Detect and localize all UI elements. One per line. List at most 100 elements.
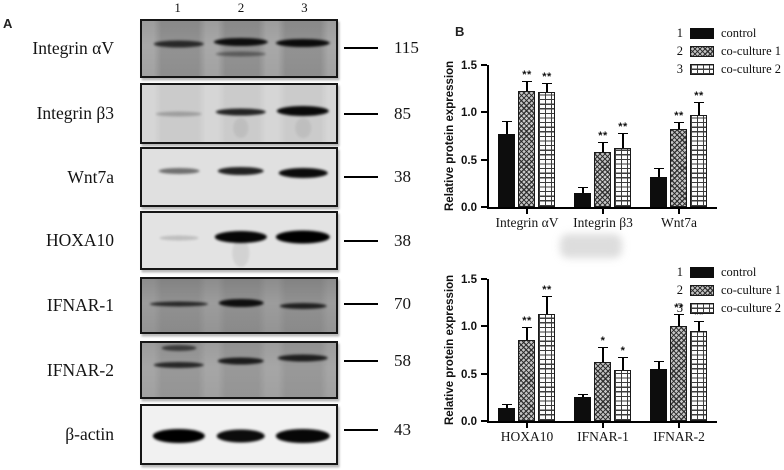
bar-control — [498, 134, 516, 207]
bar-with-error: ** — [538, 71, 556, 207]
blot-image — [140, 341, 338, 399]
significance-stars: ** — [542, 71, 552, 83]
bar-with-error — [574, 177, 592, 207]
bar-co-culture-2 — [614, 148, 632, 207]
lane-number-3: 3 — [301, 0, 308, 15]
error-bar — [577, 394, 588, 397]
bar-with-error: ** — [690, 310, 708, 421]
mw-marker-value: 85 — [394, 104, 411, 123]
bar-control — [650, 369, 668, 421]
category-label: Integrin αV — [495, 215, 559, 230]
bar-co-culture-1 — [518, 91, 536, 207]
y-axis-tick — [481, 111, 487, 114]
bar-chart-top: Relative protein expression 0.0 0.5 1.0 1.5… — [432, 18, 784, 253]
significance-stars: * — [620, 345, 626, 357]
x-axis-labels: HOXA10 IFNAR-1 IFNAR-2 — [489, 429, 717, 445]
mw-marker-value: 38 — [394, 167, 411, 186]
bar-with-error — [574, 384, 592, 421]
protein-label: Wnt7a — [67, 166, 114, 187]
panel-b-label: B — [455, 24, 465, 39]
bar-with-error: ** — [518, 315, 536, 421]
legend-swatch-control — [689, 28, 714, 39]
significance-stars: ** — [522, 315, 532, 327]
protein-band — [214, 231, 268, 244]
bar-with-error: ** — [594, 130, 612, 207]
error-bar — [501, 121, 512, 134]
protein-band — [275, 428, 331, 443]
mw-marker-value: 70 — [394, 294, 411, 313]
blot-row: HOXA10 38 — [0, 211, 440, 270]
blot-image — [140, 83, 338, 144]
legend-label: co-culture 1 — [720, 44, 781, 58]
blot-row: IFNAR-2 58 — [0, 341, 440, 399]
legend-entry: 2 co-culture 1 — [674, 44, 781, 59]
significance-stars: ** — [598, 130, 608, 142]
bar-group: ** ** — [489, 65, 565, 214]
legend-entry: 3 co-culture 2 — [674, 301, 781, 316]
mw-marker-value: 58 — [394, 351, 411, 370]
mw-marker-line — [344, 240, 378, 243]
y-axis-title: Relative protein expression — [444, 274, 456, 426]
legend-swatch-co-culture-1 — [689, 46, 714, 57]
bar-co-culture-1 — [670, 326, 688, 421]
bar-with-error: ** — [670, 302, 688, 421]
error-bar — [617, 357, 628, 370]
protein-band — [149, 301, 208, 307]
y-tick-label: 1.5 — [461, 274, 477, 286]
protein-band — [279, 302, 327, 309]
lane-number-2: 2 — [237, 0, 245, 15]
significance-stars: ** — [674, 302, 684, 314]
bar-co-culture-2 — [538, 314, 556, 421]
bar-with-error: ** — [690, 91, 708, 207]
legend-label: co-culture 2 — [720, 301, 781, 315]
category-label: IFNAR-1 — [577, 429, 629, 444]
panel-a-label: A — [3, 16, 13, 31]
y-axis-tick — [481, 64, 487, 66]
y-tick-label: 0.0 — [461, 202, 477, 214]
error-bar — [541, 296, 552, 314]
legend-swatch-co-culture-2 — [689, 303, 714, 314]
mw-marker-line — [344, 47, 378, 50]
protein-band — [217, 357, 265, 365]
legend-label: control — [720, 26, 757, 40]
error-bar — [693, 321, 704, 331]
protein-band — [158, 168, 200, 175]
x-axis-tick — [601, 423, 604, 428]
legend-swatch-control — [689, 267, 714, 278]
y-axis-tick — [481, 206, 487, 208]
blot-image — [140, 404, 338, 465]
bar-with-error — [498, 111, 516, 207]
y-tick-label: 1.0 — [461, 321, 477, 334]
lane-numbers: 1 2 3 — [140, 0, 338, 16]
legend-number: 3 — [676, 301, 683, 315]
mw-marker-line — [344, 360, 378, 363]
blot-row: β-actin 43 — [0, 404, 440, 465]
bar-with-error: ** — [518, 70, 536, 207]
protein-band — [276, 105, 330, 116]
x-axis-tick — [601, 209, 604, 214]
bar-chart-bottom: Relative protein expression 0.0 0.5 1.0 1.5… — [432, 232, 784, 467]
legend-entry: 3 co-culture 2 — [674, 62, 781, 77]
chart-legend: 1 control 2 co-culture 1 3 co-culture 2 — [674, 26, 781, 80]
protein-band — [218, 298, 264, 307]
blot-image — [140, 147, 338, 207]
bar-with-error — [650, 351, 668, 421]
protein-band — [217, 167, 265, 176]
bar-with-error — [498, 394, 516, 421]
protein-label: Integrin αV — [32, 38, 114, 58]
error-bar — [693, 102, 704, 115]
legend-label: co-culture 1 — [720, 283, 781, 297]
bar-co-culture-1 — [518, 340, 536, 421]
error-bar — [521, 81, 532, 91]
category-label: Integrin β3 — [573, 215, 633, 230]
bar-group: * * — [565, 279, 641, 428]
blot-image — [140, 19, 338, 78]
protein-band — [295, 118, 311, 139]
plot-area: 0.0 0.5 1.0 1.5 Integrin αV Integrin β3 Wnt7a *… — [461, 60, 717, 230]
y-tick-label: 1.0 — [461, 107, 477, 120]
legend-label: control — [720, 265, 757, 279]
mw-marker-value: 115 — [394, 38, 419, 57]
legend-number: 3 — [676, 62, 683, 76]
error-bar — [653, 361, 664, 369]
